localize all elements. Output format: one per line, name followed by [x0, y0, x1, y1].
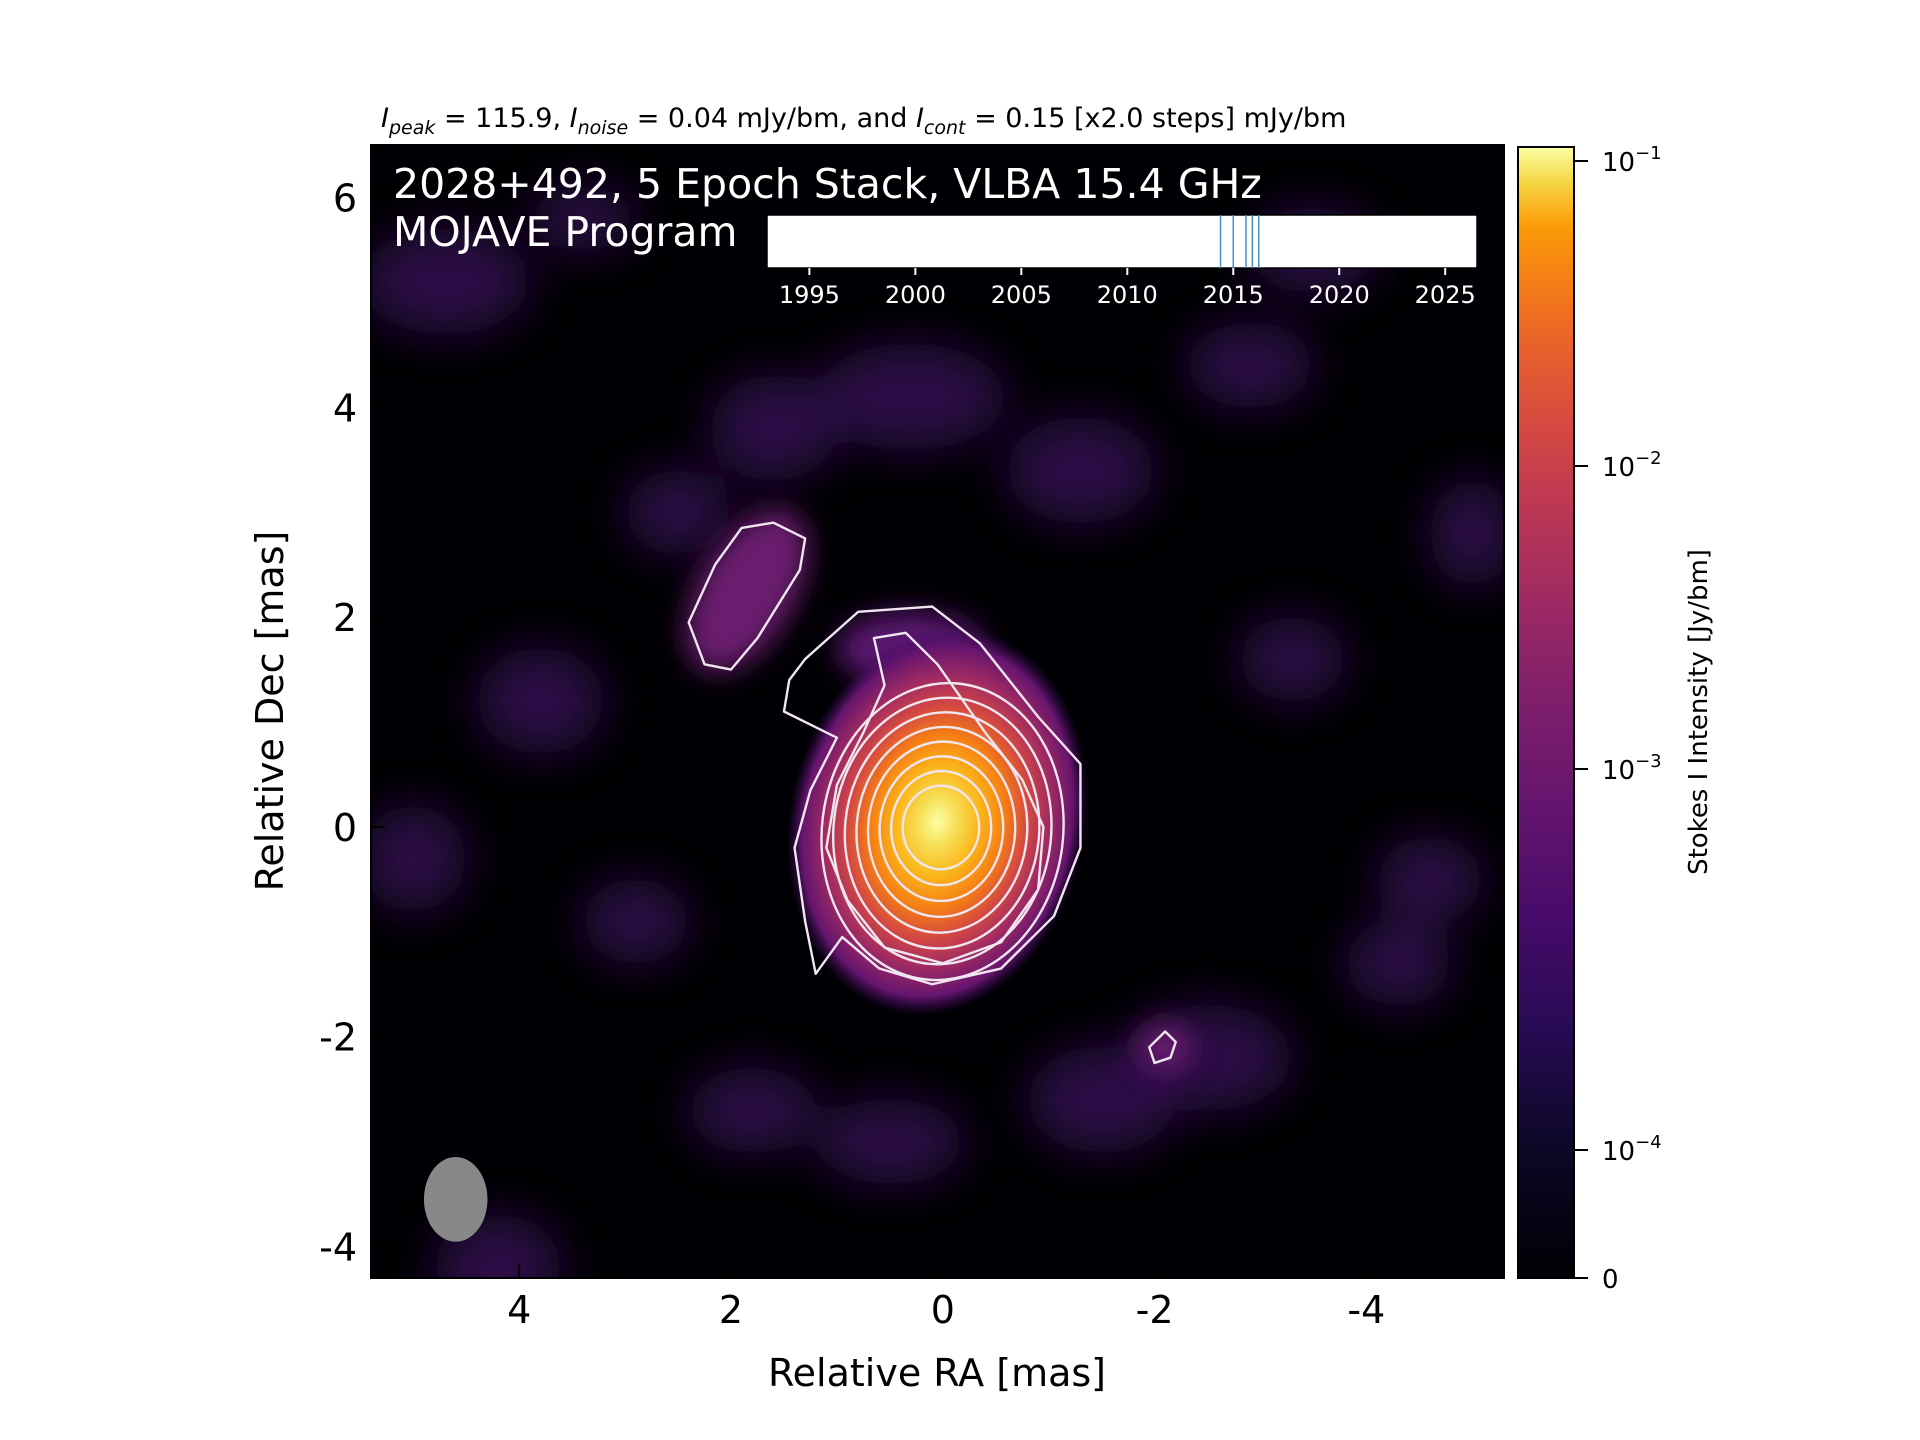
timeline-tick-label: 1995 [779, 281, 840, 309]
noise-subscript: noise [578, 117, 629, 139]
plot-area [371, 145, 1504, 1278]
y-tick-label: 4 [333, 386, 357, 430]
faint-emission-patch [529, 186, 636, 251]
contour-south-west-knot [1148, 1030, 1177, 1065]
colorbar: 10−1 10−2 10−3 10−4 0 Stokes I Intensity [Jy… [1517, 143, 1714, 1295]
faint-emission-patch [1186, 322, 1314, 408]
faint-emission-patch [815, 1099, 964, 1184]
colorbar-tick-label: 0 [1602, 1265, 1619, 1295]
y-tick-label: -2 [319, 1016, 357, 1060]
faint-emission-patch [688, 1067, 816, 1153]
peak-subscript: peak [388, 117, 436, 139]
y-axis-ticks: 6 4 2 0 -2 -4 [319, 176, 385, 1270]
faint-emission-patch [709, 375, 837, 482]
x-tick-label: 4 [507, 1288, 531, 1332]
colorbar-gradient [1517, 146, 1575, 1279]
faint-emission-patch [815, 343, 1007, 450]
x-tick-label: 0 [931, 1288, 955, 1332]
contour-level [866, 740, 1017, 919]
contour-north-east-knot [687, 521, 807, 671]
cont-symbol: I [916, 103, 924, 134]
timeline-tick-label: 2025 [1415, 281, 1476, 309]
faint-emission-patch [1429, 480, 1504, 587]
cont-text: = 0.15 [x2.0 steps] mJy/bm [965, 103, 1346, 134]
noise-text: = 0.04 mJy/bm, and [628, 103, 916, 134]
colorbar-tick-label: 10−3 [1602, 751, 1662, 786]
plot-frame [370, 144, 1505, 1279]
south-west-knot [1138, 1023, 1192, 1071]
faint-emission-patch [1027, 1046, 1176, 1153]
contour-level [843, 711, 1041, 950]
colorbar-ticks: 10−1 10−2 10−3 10−4 0 [1574, 143, 1662, 1295]
y-tick-label: 2 [333, 596, 357, 640]
peak-symbol: I [381, 103, 389, 134]
timeline-tick-label: 2000 [885, 281, 946, 309]
timeline-tick-label: 2005 [991, 281, 1052, 309]
contour-lowest [782, 605, 1082, 986]
contour-level [820, 681, 1065, 982]
contour-level [855, 725, 1029, 934]
timeline-box [766, 214, 1478, 269]
x-tick-label: -4 [1347, 1288, 1385, 1332]
timeline-ticks: 1995 2000 2005 2010 2015 2020 2025 [779, 268, 1476, 309]
contour-level [901, 784, 981, 871]
colorbar-tick-label: 10−1 [1602, 143, 1662, 178]
north-east-knot [685, 509, 808, 673]
noise-symbol: I [570, 103, 578, 134]
faint-emission-patch [371, 228, 530, 335]
x-tick-label: -2 [1136, 1288, 1174, 1332]
y-tick-label: 6 [333, 176, 357, 220]
cont-subscript: cont [924, 117, 967, 139]
x-tick-label: 2 [719, 1288, 743, 1332]
beam-ellipse [423, 1156, 488, 1242]
contour-lines [687, 521, 1177, 1065]
epoch-lines [1219, 215, 1260, 268]
faint-emission-patch [1376, 836, 1483, 922]
faint-emission-patch [1345, 920, 1452, 1006]
peak-text: = 115.9, [435, 103, 569, 134]
faint-emission-patch [1239, 616, 1346, 702]
faint-emission-patch [371, 805, 467, 912]
faint-emission-patch [625, 469, 732, 555]
timeline-tick-label: 2010 [1097, 281, 1158, 309]
y-tick-label: -4 [319, 1226, 357, 1270]
y-tick-label: 0 [333, 806, 357, 850]
contour-level [831, 696, 1053, 966]
x-axis-ticks: 4 2 0 -2 -4 [507, 1264, 1385, 1332]
faint-emission-patch [1006, 417, 1155, 524]
contour-level [878, 755, 1005, 903]
x-axis-label: Relative RA [mas] [768, 1351, 1106, 1395]
faint-emission [371, 186, 1504, 1278]
program-annotation: MOJAVE Program [393, 208, 737, 256]
timeline-tick-label: 2015 [1203, 281, 1264, 309]
contour-second [825, 631, 1045, 965]
plot-title: Ipeak = 115.9, Inoise = 0.04 mJy/bm, and… [381, 103, 1346, 139]
colorbar-label: Stokes I Intensity [Jy/bm] [1684, 549, 1714, 875]
epoch-timeline: 1995 2000 2005 2010 2015 2020 2025 [766, 214, 1478, 309]
source-annotation: 2028+492, 5 Epoch Stack, VLBA 15.4 GHz [393, 160, 1262, 208]
faint-emission-patch [476, 648, 604, 754]
faint-emission-patch [582, 878, 689, 964]
contour-level [889, 769, 993, 887]
colorbar-tick-label: 10−4 [1602, 1132, 1662, 1167]
y-axis-label: Relative Dec [mas] [248, 531, 292, 892]
colorbar-tick-label: 10−2 [1602, 448, 1662, 483]
timeline-tick-label: 2020 [1309, 281, 1370, 309]
